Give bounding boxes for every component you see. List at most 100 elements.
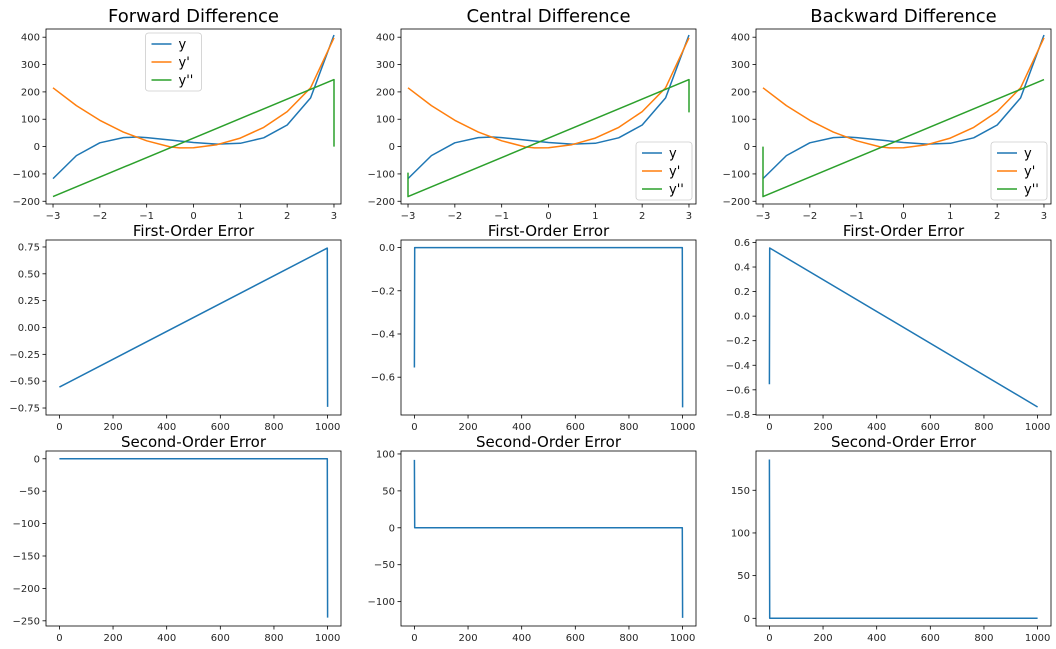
series-line-error [59, 247, 329, 407]
y-tick-label: 100 [731, 115, 750, 126]
y-tick-label: −0.75 [9, 404, 40, 415]
subplot-9: Second-Order Error 0 200 400 600 800 1000 0 50 10… [731, 433, 1052, 644]
y-tick-label: −0.50 [9, 377, 40, 388]
x-tick-label: 600 [566, 633, 585, 644]
x-tick-label: 600 [921, 422, 940, 433]
series-line-ypp [52, 78, 335, 198]
x-tick-label: 600 [566, 422, 585, 433]
y-tick-label: 0 [389, 142, 395, 153]
x-tick-label: −3 [756, 211, 771, 222]
y-tick-label: 0.0 [734, 312, 750, 323]
subplot-2: Central Difference −3 −2 −1 0 1 2 3 −200 −100 0 100… [368, 6, 697, 222]
y-tick-label: −200 [13, 197, 40, 208]
x-tick-label: 400 [512, 633, 531, 644]
legend: y y' y'' [990, 141, 1048, 201]
x-tick-label: −3 [46, 211, 61, 222]
subplot-title: First-Order Error [488, 222, 610, 240]
y-tick-label: 0.4 [734, 263, 750, 274]
legend: y y' y'' [145, 32, 202, 92]
y-tick-label: −0.4 [726, 361, 750, 372]
x-tick-label: 200 [813, 633, 832, 644]
x-tick-label: −3 [401, 211, 416, 222]
y-tick-label: 0.00 [18, 323, 40, 334]
subplot-1: Forward Difference −3 −2 −1 0 1 2 3 −200 −100 0 100… [13, 6, 342, 222]
y-tick-label: −50 [374, 560, 395, 571]
y-tick-label: 0 [389, 523, 395, 534]
y-tick-label: 200 [21, 87, 40, 98]
subplot-5: First-Order Error 0 200 400 600 800 1000 −0.6 −0… [371, 222, 697, 433]
series-line-y [407, 34, 690, 180]
y-tick-label: 0 [34, 454, 40, 465]
x-tick-label: 400 [512, 422, 531, 433]
subplot-title: Central Difference [466, 6, 630, 27]
y-tick-label: 0.2 [734, 287, 750, 298]
series-line-error [59, 458, 329, 618]
y-tick-label: 0 [744, 614, 750, 625]
y-tick-label: −200 [723, 197, 750, 208]
y-tick-label: −200 [13, 584, 40, 595]
y-tick-label: −250 [13, 616, 40, 627]
series-line-error [413, 459, 684, 618]
y-tick-label: −100 [368, 597, 395, 608]
y-tick-label: −150 [13, 552, 40, 563]
y-tick-label: −0.6 [371, 373, 395, 384]
axes-frame [45, 239, 342, 416]
x-tick-label: 200 [103, 422, 122, 433]
y-tick-label: 50 [382, 486, 395, 497]
legend-label: y'' [179, 74, 194, 89]
axes-frame [400, 239, 697, 416]
y-tick-label: 400 [731, 33, 750, 44]
y-tick-label: −100 [13, 169, 40, 180]
legend-label: y' [1024, 165, 1035, 180]
x-tick-label: 600 [211, 422, 230, 433]
y-tick-label: 0.50 [18, 269, 40, 280]
subplot-6: First-Order Error 0 200 400 600 800 1000 −0.8 −0… [726, 222, 1052, 433]
x-tick-label: 3 [331, 211, 337, 222]
y-tick-label: −100 [723, 169, 750, 180]
x-tick-label: 800 [974, 633, 993, 644]
x-tick-label: 0 [411, 633, 417, 644]
x-tick-label: 2 [994, 211, 1000, 222]
y-tick-label: 0.6 [734, 238, 750, 249]
x-tick-label: 0 [56, 633, 62, 644]
y-tick-label: −100 [13, 519, 40, 530]
y-tick-label: 0.25 [18, 296, 40, 307]
subplot-7: Second-Order Error 0 200 400 600 800 1000 −250 −… [13, 433, 342, 644]
subplot-title: Forward Difference [108, 6, 279, 27]
legend-label: y' [179, 56, 190, 71]
x-tick-label: 1000 [1025, 422, 1050, 433]
series-line-error [413, 246, 684, 408]
axes-frame [400, 450, 697, 627]
subplot-title: First-Order Error [133, 222, 255, 240]
y-tick-label: 0 [744, 142, 750, 153]
x-tick-label: 1 [947, 211, 953, 222]
y-tick-label: 300 [21, 60, 40, 71]
subplot-title: First-Order Error [843, 222, 965, 240]
x-tick-label: 1000 [315, 422, 340, 433]
x-tick-label: −2 [92, 211, 107, 222]
x-tick-label: 200 [103, 633, 122, 644]
series-line-error [768, 459, 1038, 620]
y-tick-label: 200 [731, 87, 750, 98]
x-tick-label: 200 [458, 422, 477, 433]
legend-label: y [669, 147, 677, 162]
x-tick-label: −2 [447, 211, 462, 222]
x-tick-label: 2 [284, 211, 290, 222]
legend-label: y [1024, 147, 1032, 162]
y-tick-label: 0 [34, 142, 40, 153]
y-tick-label: 50 [737, 571, 750, 582]
x-tick-label: 800 [974, 422, 993, 433]
x-tick-label: 0 [190, 211, 196, 222]
x-tick-label: −2 [802, 211, 817, 222]
series-line-yp [762, 37, 1045, 149]
x-tick-label: 800 [264, 633, 283, 644]
x-tick-label: 200 [458, 633, 477, 644]
x-tick-label: 400 [867, 422, 886, 433]
y-tick-label: 400 [21, 33, 40, 44]
axes-frame [755, 239, 1052, 416]
series-line-error [768, 247, 1038, 408]
y-tick-label: −100 [368, 169, 395, 180]
x-tick-label: 0 [900, 211, 906, 222]
y-tick-label: 100 [731, 528, 750, 539]
